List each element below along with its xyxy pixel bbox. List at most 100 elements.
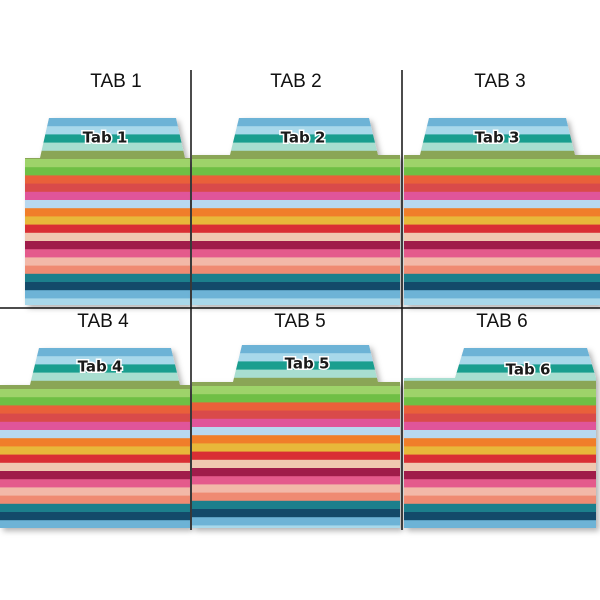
stripe [404,249,600,258]
stripe [192,241,400,250]
stripe [192,443,400,453]
panel-heading: TAB 1 [90,71,141,92]
stripe [404,118,600,127]
stripe [25,191,190,201]
stripe [25,232,190,242]
stripe [404,413,596,423]
stripe [192,377,400,387]
stripe [0,520,190,528]
stripe [404,356,596,365]
stripe [25,167,190,176]
stripe [404,265,600,275]
stripe [404,479,596,488]
stripe [192,216,400,226]
tab-label: Tab 1 [83,129,128,147]
stripe [192,353,400,362]
stripe [25,142,190,152]
stripe [404,380,596,390]
stripe [0,380,190,390]
panel-heading: TAB 5 [274,311,325,332]
stripe [192,517,400,526]
stripe [25,208,190,217]
stripe [0,471,190,480]
stripe [192,402,400,412]
stripe [404,126,600,135]
stripe [0,454,190,464]
stripe [192,345,400,354]
stripe [0,438,190,447]
stripe [192,394,400,403]
stripe [404,487,596,497]
stripe [192,142,400,152]
stripe [404,142,600,152]
stripe [0,372,190,382]
stripe [25,290,190,299]
stripe [192,126,400,135]
stripe [192,175,400,185]
stripe [404,454,596,464]
stripe [192,257,400,267]
tab-label: Tab 2 [281,129,326,147]
stripe [404,183,600,193]
stripe [0,413,190,423]
stripe [404,471,596,480]
tab-label: Tab 3 [475,129,520,147]
stripe [0,512,190,521]
stripe [404,397,596,406]
stripe [0,389,190,398]
stripe [25,257,190,267]
stripe [25,224,190,234]
stripe [192,369,400,379]
stripe [0,430,190,439]
stripe [25,216,190,226]
stripe [192,183,400,193]
stripe [0,479,190,488]
stripe [192,208,400,217]
folder [404,348,596,528]
stripe [192,468,400,477]
stripe [404,257,600,267]
stripe [192,159,400,168]
stripe [192,484,400,494]
stripe [404,372,596,382]
stripe [404,298,600,305]
stripe [25,265,190,275]
stripe [404,167,600,176]
folder [192,118,400,305]
panel-heading: TAB 6 [476,311,527,332]
stripe [192,435,400,444]
stripe [0,487,190,497]
stripe [404,224,600,234]
stripe [192,224,400,234]
stripe [404,241,600,250]
stripe [25,150,190,160]
stripe [404,273,600,283]
tab-label: Tab 4 [78,358,123,376]
stripe [0,397,190,406]
stripe [404,430,596,439]
stripe [404,405,596,415]
stripe [0,503,190,513]
stripe [25,249,190,258]
stripe [404,191,600,201]
stripe [404,512,596,521]
stripe [192,459,400,469]
stripe [404,348,596,357]
stripe [192,191,400,201]
tab-label: Tab 5 [285,355,330,373]
stripe [404,462,596,472]
stripe [192,476,400,485]
stripe [404,216,600,226]
stripe [25,175,190,185]
stripe [192,290,400,299]
stripe [25,282,190,291]
tab-label: Tab 6 [506,361,551,379]
stripe [192,410,400,420]
stripe [192,265,400,275]
stripe [404,503,596,513]
stripe [192,200,400,209]
stripe [192,361,400,371]
stripe [404,495,596,505]
